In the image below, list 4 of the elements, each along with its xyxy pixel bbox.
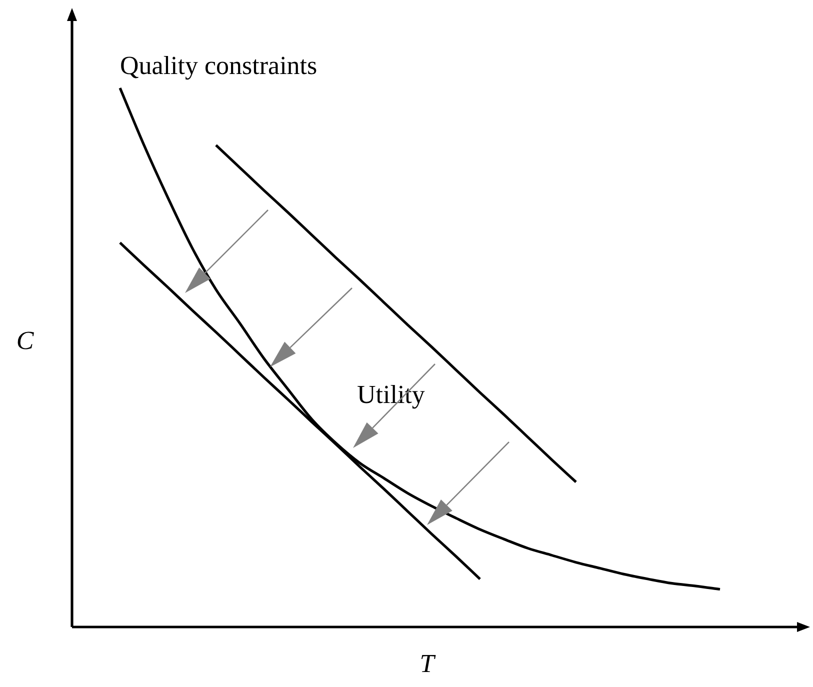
y-axis-title: C <box>16 326 34 355</box>
x-axis-title: T <box>420 648 436 678</box>
annotation: Utility <box>357 380 425 409</box>
series-label: Quality constraints <box>120 51 318 80</box>
